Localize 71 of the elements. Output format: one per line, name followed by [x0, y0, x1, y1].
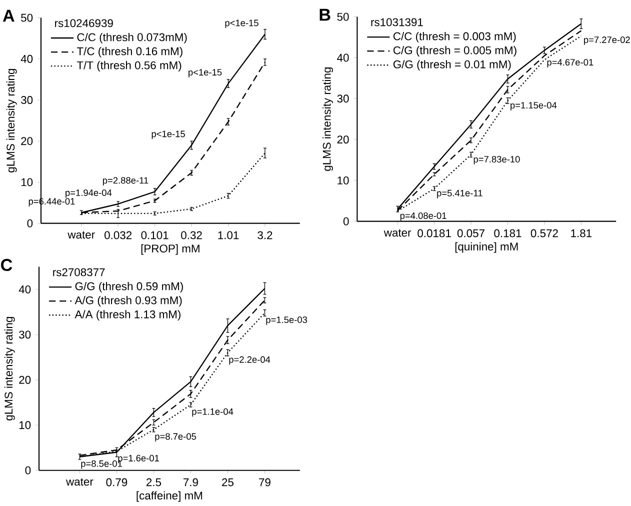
- y-tick-label: 20: [19, 376, 31, 384]
- y-tick-label: 0: [25, 466, 31, 474]
- y-axis-title: gLMS intensity rating: [6, 68, 17, 172]
- legend-label: T/T (thresh 0.56 mM): [76, 60, 182, 72]
- x-tick-label: 25: [222, 478, 234, 486]
- x-tick-label: 0.32: [181, 231, 202, 240]
- x-tick-label: 0.032: [104, 231, 132, 240]
- annotation: p=1.1e-04: [192, 408, 234, 417]
- legend-label: C/C (thresh = 0.003 mM): [393, 32, 516, 42]
- legend-label: G/G (thresh 0.59 mM): [75, 282, 183, 292]
- legend-label: T/C (thresh 0.16 mM): [76, 46, 182, 58]
- y-tick-label: 20: [21, 137, 33, 145]
- y-axis-title: gLMS intensity rating: [4, 316, 15, 420]
- y-axis-title: gLMS intensity rating: [322, 67, 333, 171]
- x-tick-label: 0.101: [141, 231, 168, 240]
- annotation: p=1.15e-04: [510, 102, 557, 110]
- legend-label: A/A (thresh 1.13 mM): [74, 310, 180, 320]
- annotation: p<1e-15: [152, 130, 185, 139]
- legend-label: C/C (thresh 0.073mM): [77, 32, 187, 44]
- legend-label: A/G (thresh 0.93 mM): [74, 296, 182, 306]
- x-axis-title: [PROP] mM: [141, 244, 200, 255]
- annotation: p=5.41e-11: [437, 190, 482, 198]
- x-tick-label: 79: [259, 478, 270, 486]
- y-tick-label: 30: [19, 330, 31, 339]
- annotation: p=7.27e-02: [584, 36, 630, 45]
- text: A: [2, 10, 14, 22]
- annotation: p=1.94e-04: [66, 189, 112, 198]
- legend-title: rs2708377: [53, 268, 105, 276]
- x-axis-title: [quinine] mM: [455, 242, 518, 253]
- x-tick-label: 0.79: [106, 478, 128, 486]
- annotation: p=4.08e-01: [400, 212, 446, 221]
- x-tick-label: 1.01: [218, 231, 239, 240]
- legend-label: C/G (thresh = 0.005 mM): [393, 46, 516, 56]
- y-tick-label: 30: [337, 94, 349, 103]
- annotation: p=1.5e-03: [266, 316, 308, 325]
- y-tick-label: 50: [21, 14, 33, 22]
- y-tick-label: 40: [20, 54, 33, 63]
- x-tick-label: 0.572: [530, 229, 558, 238]
- x-tick-label: 7.9: [184, 478, 198, 486]
- annotation: p<1e-15: [188, 69, 222, 78]
- y-tick-label: 50: [337, 12, 349, 21]
- legend-label: G/G (thresh = 0.01 mM): [393, 60, 511, 70]
- y-tick-label: 10: [21, 178, 33, 186]
- y-tick-label: 30: [21, 96, 33, 104]
- x-tick-label: 3.2: [258, 231, 272, 240]
- y-tick-label: 40: [18, 285, 31, 294]
- y-tick-label: 10: [338, 176, 349, 184]
- annotation: p=4.67e-01: [547, 58, 594, 68]
- y-tick-label: 10: [19, 421, 31, 430]
- x-tick-label: 0.181: [494, 229, 522, 238]
- y-tick-label: 20: [337, 136, 349, 144]
- x-tick-label: 0.0181: [418, 229, 451, 238]
- legend-title: rs1031391: [371, 18, 423, 26]
- annotation: p=2.88e-11: [102, 177, 148, 186]
- y-tick-label: 0: [343, 217, 349, 226]
- y-tick-label: 0: [27, 219, 33, 228]
- x-tick-label: 2.5: [146, 478, 162, 486]
- text: C: [0, 258, 12, 271]
- x-tick-label: water: [384, 229, 412, 237]
- x-tick-label: water: [66, 478, 94, 486]
- x-tick-label: water: [68, 231, 95, 239]
- x-tick-label: 0.057: [457, 229, 484, 238]
- annotation: p=2.2e-04: [229, 356, 270, 365]
- y-tick-label: 40: [337, 54, 349, 62]
- x-axis-title: [caffeine] mM: [136, 491, 202, 502]
- annotation: p<1e-15: [225, 20, 258, 28]
- x-tick-label: 1.81: [571, 229, 592, 238]
- legend-title: rs10246939: [55, 19, 113, 28]
- annotation: p=7.83e-10: [474, 156, 520, 164]
- text: B: [320, 8, 330, 21]
- annotation: p=8.7e-05: [155, 433, 196, 442]
